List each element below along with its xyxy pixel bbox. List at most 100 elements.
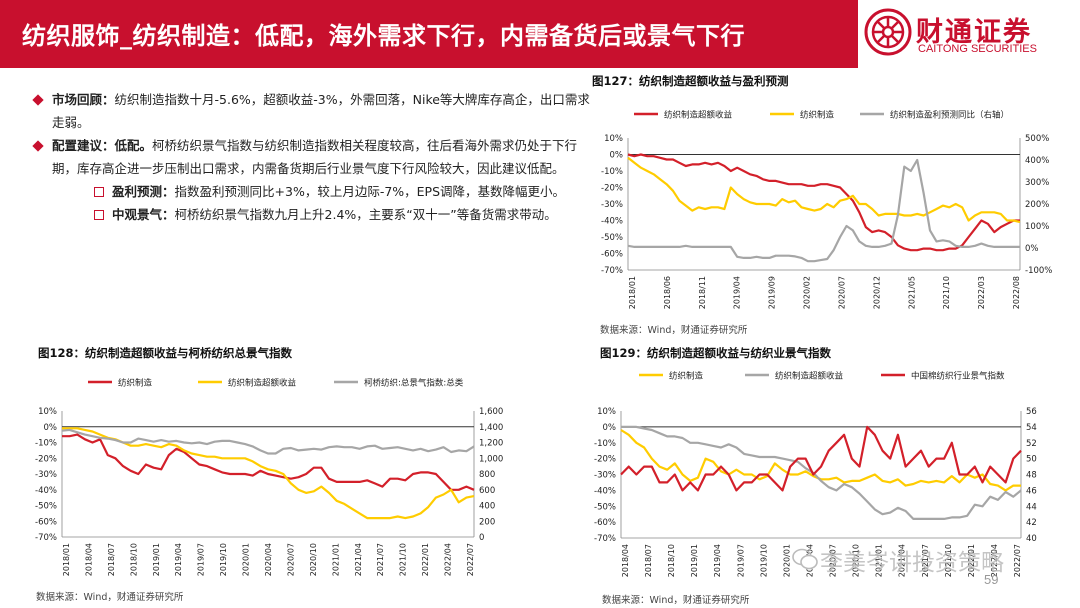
y-left-tick-label: -40%	[601, 217, 623, 227]
x-tick-label: 2019/07	[197, 543, 206, 576]
y-right-tick-label: 56	[1026, 407, 1037, 417]
x-tick-label: 2018/10	[129, 543, 138, 576]
y-left-tick-label: -10%	[35, 439, 57, 449]
y-right-tick-label: 54	[1026, 423, 1037, 433]
x-tick-label: 2018/10	[667, 544, 676, 577]
bullet-label: 市场回顾：	[52, 92, 115, 107]
y-left-tick-label: -30%	[35, 470, 57, 480]
x-tick-label: 2020/10	[309, 543, 318, 576]
sub-bullet-sentiment: 中观景气：柯桥纺织景气指数九月上升2.4%，主要系“双十一”等备货需求带动。	[32, 203, 592, 226]
x-tick-label: 2021/01	[875, 544, 884, 577]
fig128-title: 图128：纺织制造超额收益与柯桥纺织总景气指数	[38, 346, 293, 360]
x-tick-label: 2019/07	[736, 544, 745, 577]
y-right-tick-label: 400%	[1025, 156, 1049, 166]
x-tick-label: 2022/03	[977, 276, 986, 309]
square-bullet-icon	[94, 210, 104, 220]
series-line	[621, 425, 1022, 520]
x-tick-label: 2019/10	[219, 543, 228, 576]
bullet-label: 配置建议：低配。	[52, 138, 153, 153]
x-tick-label: 2022/04	[444, 543, 453, 576]
y-right-tick-label: 200	[479, 517, 495, 527]
y-left-tick-label: -10%	[601, 167, 623, 177]
x-tick-label: 2021/05	[907, 276, 916, 309]
y-left-tick-label: -70%	[601, 266, 623, 276]
y-right-tick-label: 46	[1026, 486, 1037, 496]
wechat-icon	[792, 548, 818, 570]
brand-name-cn: 财通证券	[916, 17, 1032, 48]
legend-label: 中国棉纺织行业景气指数	[911, 371, 1005, 382]
y-left-tick-label: -60%	[594, 518, 616, 528]
y-right-tick-label: 50	[1026, 455, 1037, 465]
x-tick-label: 2022/01	[421, 543, 430, 576]
x-tick-label: 2020/02	[803, 276, 812, 309]
y-left-tick-label: -40%	[594, 486, 616, 496]
y-right-tick-label: 44	[1026, 502, 1037, 512]
x-tick-label: 2022/01	[967, 544, 976, 577]
fig127-title: 图127：纺织制造超额收益与盈利预测	[592, 74, 789, 88]
sub-bullet-label: 盈利预测：	[112, 184, 175, 199]
legend-label: 纺织制造超额收益	[775, 371, 844, 382]
fig128-source: 数据来源：Wind，财通证券研究所	[36, 592, 184, 603]
legend-label: 纺织制造	[118, 378, 153, 389]
x-tick-label: 2021/01	[331, 543, 340, 576]
x-tick-label: 2019/04	[713, 544, 722, 577]
x-tick-label: 2021/10	[399, 543, 408, 576]
x-tick-label: 2020/07	[829, 544, 838, 577]
legend-label: 纺织制造超额收益	[664, 110, 733, 121]
legend-label: 纺织制造超额收益	[228, 378, 297, 389]
x-tick-label: 2018/07	[107, 543, 116, 576]
x-tick-label: 2022/07	[466, 543, 475, 576]
x-tick-label: 2019/10	[759, 544, 768, 577]
x-tick-label: 2021/10	[944, 544, 953, 577]
x-tick-label: 2021/04	[898, 544, 907, 577]
y-left-tick-label: 10%	[604, 134, 623, 144]
y-right-tick-label: 300%	[1025, 178, 1049, 188]
y-left-tick-label: 0%	[44, 423, 58, 433]
x-tick-label: 2020/01	[782, 544, 791, 577]
legend-label: 纺织制造	[800, 110, 835, 121]
x-tick-label: 2020/04	[264, 543, 273, 576]
watermark: 李美岑讲投资策略	[820, 550, 1004, 576]
fig127-chart: 纺织制造超额收益 纺织制造 纺织制造盈利预测同比（右轴） 10% 0% -10% -20% -…	[601, 110, 1052, 310]
y-right-tick-label: 1,200	[479, 439, 503, 449]
x-tick-label: 2020/01	[242, 543, 251, 576]
fig129-source: 数据来源：Wind，财通证券研究所	[602, 595, 750, 606]
x-tick-label: 2021/04	[354, 543, 363, 576]
x-tick-label: 2019/04	[174, 543, 183, 576]
y-left-tick-label: 0%	[603, 423, 617, 433]
series-line	[62, 427, 475, 520]
fig128-chart: 纺织制造 纺织制造超额收益 柯桥纺织:总景气指数:总类 10% 0% -10% -20% -3…	[35, 378, 503, 577]
y-left-tick-label: 10%	[597, 407, 616, 417]
y-left-tick-label: -30%	[601, 200, 623, 210]
bullet-allocation: 配置建议：低配。柯桥纺织景气指数与纺织制造指数相关程度较高，往后看海外需求仍处于…	[32, 134, 592, 180]
y-right-tick-label: 42	[1026, 518, 1037, 528]
series-line	[61, 428, 475, 455]
y-right-tick-label: 800	[479, 470, 495, 480]
x-tick-label: 2021/07	[376, 543, 385, 576]
y-right-tick-label: 0%	[1025, 244, 1039, 254]
header: 纺织服饰_纺织制造：低配，海外需求下行，内需备货后或景气下行 财通证券 CAIT…	[0, 0, 1080, 68]
y-right-tick-label: 0	[479, 533, 484, 543]
y-right-tick-label: 40	[1026, 534, 1037, 544]
y-right-tick-label: 200%	[1025, 200, 1049, 210]
series-line	[62, 433, 475, 491]
fig127-source: 数据来源：Wind，财通证券研究所	[600, 325, 748, 336]
y-left-tick-label: -40%	[35, 486, 57, 496]
x-tick-label: 2020/12	[872, 276, 881, 309]
x-tick-label: 2018/11	[698, 276, 707, 309]
y-right-tick-label: 1,600	[479, 407, 503, 417]
y-left-tick-label: -50%	[601, 233, 623, 243]
x-tick-label: 2020/07	[837, 276, 846, 309]
x-tick-label: 2018/01	[62, 543, 71, 576]
brand-name-en: CAITONG SECURITIES	[918, 43, 1037, 55]
page-number: 59	[984, 572, 999, 587]
x-tick-label: 2022/04	[990, 544, 999, 577]
y-right-tick-label: 52	[1026, 439, 1037, 449]
summary-bullets: 市场回顾：纺织制造指数十月-5.6%，超额收益-3%，外需回落，Nike等大牌库…	[32, 88, 592, 226]
y-left-tick-label: -10%	[594, 439, 616, 449]
x-tick-label: 2019/01	[152, 543, 161, 576]
x-tick-label: 2018/06	[663, 276, 672, 309]
series-line	[620, 429, 1021, 492]
x-tick-label: 2021/07	[921, 544, 930, 577]
x-tick-label: 2020/07	[286, 543, 295, 576]
